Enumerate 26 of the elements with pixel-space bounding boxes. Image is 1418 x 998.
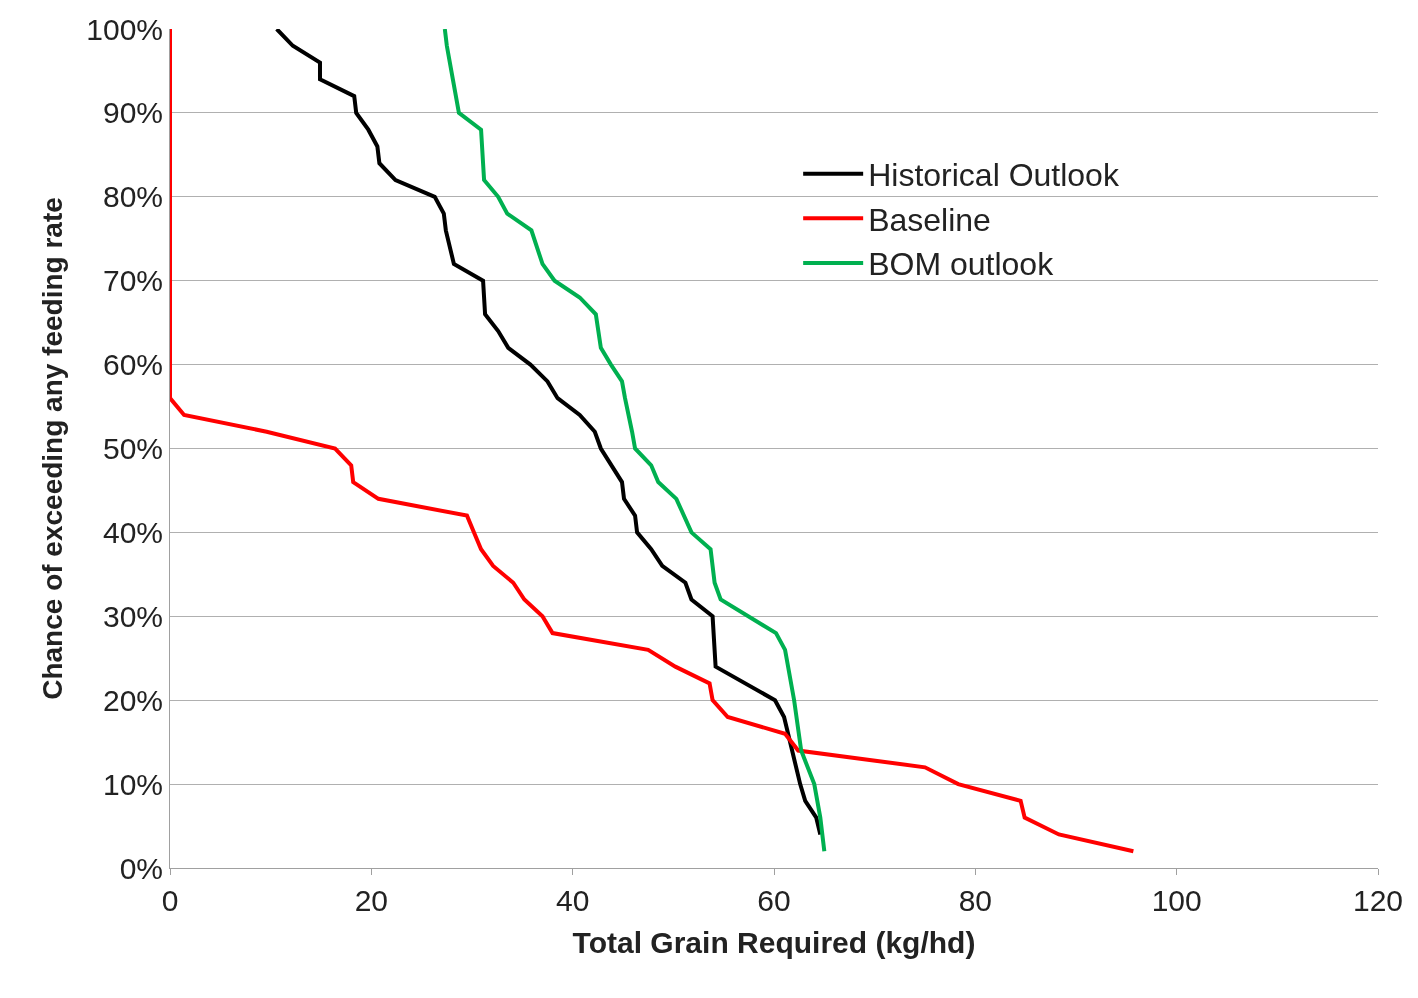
x-tick-label: 80 <box>958 884 993 917</box>
x-tick-label: 60 <box>757 884 791 917</box>
y-tick-label: 0% <box>119 851 163 885</box>
y-tick-label: 20% <box>102 683 163 717</box>
y-tick-label: 80% <box>102 180 163 214</box>
legend-label: BOM outlook <box>868 246 1055 283</box>
y-tick-label: 40% <box>102 515 163 549</box>
x-axis-title: Total Grain Required (kg/hd) <box>572 925 976 959</box>
line-series <box>442 29 827 854</box>
x-tick-label: 120 <box>1352 884 1404 917</box>
line-series <box>170 29 1136 854</box>
y-axis-title: Chance of exceeding any feeding rate <box>36 197 68 700</box>
y-tick-label: 100% <box>86 12 163 46</box>
y-tick-label: 30% <box>102 599 163 633</box>
legend-label: Baseline <box>868 201 991 238</box>
x-tick-label: 0 <box>161 884 179 917</box>
x-tick-label: 20 <box>354 884 389 917</box>
x-tick-label: 100 <box>1151 884 1202 917</box>
y-tick-label: 70% <box>102 264 163 298</box>
legend-label: Historical Outlook <box>868 157 1120 194</box>
y-tick-label: 50% <box>102 432 163 465</box>
x-tick-label: 40 <box>555 884 590 917</box>
y-tick-label: 60% <box>102 348 163 382</box>
y-tick-label: 90% <box>102 96 163 130</box>
y-tick-label: 10% <box>102 767 163 801</box>
line-series <box>274 29 823 837</box>
